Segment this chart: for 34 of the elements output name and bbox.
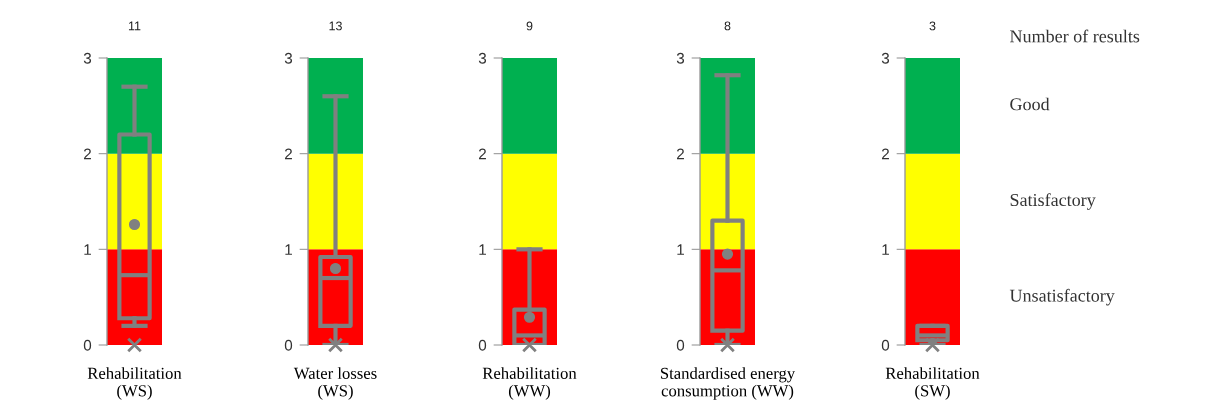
y-tick-label: 2 xyxy=(676,148,684,160)
y-tick-label: 1 xyxy=(677,244,684,255)
y-tick-label: 0 xyxy=(881,339,890,351)
y-tick-label: 1 xyxy=(882,244,889,255)
chart-title: 11 xyxy=(128,21,141,31)
text: Number of results xyxy=(1010,29,1140,43)
chart-title: 8 xyxy=(724,21,731,31)
y-tick-label: 0 xyxy=(478,339,487,351)
y-tick-label: 0 xyxy=(676,339,685,351)
y-tick-label: 3 xyxy=(881,52,890,64)
y-tick-label: 1 xyxy=(84,244,91,255)
x-tick-label: Water losses (WS) xyxy=(293,367,377,400)
x-tick-label: Rehabilitation (WS) xyxy=(87,367,182,400)
y-tick-label: 2 xyxy=(882,148,889,160)
chart-title: 13 xyxy=(329,21,342,31)
chart-title: 9 xyxy=(526,21,533,31)
y-tick-label: 2 xyxy=(285,148,292,160)
y-tick-label: 2 xyxy=(478,148,486,160)
y-tick-label: 2 xyxy=(84,148,91,160)
x-tick-label: Standardised energy consumption (WW) xyxy=(660,367,796,400)
y-tick-label: 3 xyxy=(478,52,487,64)
band-label: Good xyxy=(1010,97,1050,111)
band-label: Unsatisfactory xyxy=(1009,288,1115,306)
y-tick-label: 1 xyxy=(479,244,486,255)
x-tick-label: Rehabilitation (WW) xyxy=(482,367,577,400)
y-tick-label: 3 xyxy=(83,52,92,64)
x-tick-label: Rehabilitation (SW) xyxy=(885,367,980,400)
band-label: Satisfactory xyxy=(1010,193,1096,210)
y-tick-label: 0 xyxy=(284,339,293,351)
chart-title: 3 xyxy=(929,21,936,31)
y-tick-label: 0 xyxy=(83,339,92,351)
y-tick-label: 3 xyxy=(676,52,685,64)
y-tick-label: 1 xyxy=(285,244,292,255)
y-tick-label: 3 xyxy=(284,52,293,64)
